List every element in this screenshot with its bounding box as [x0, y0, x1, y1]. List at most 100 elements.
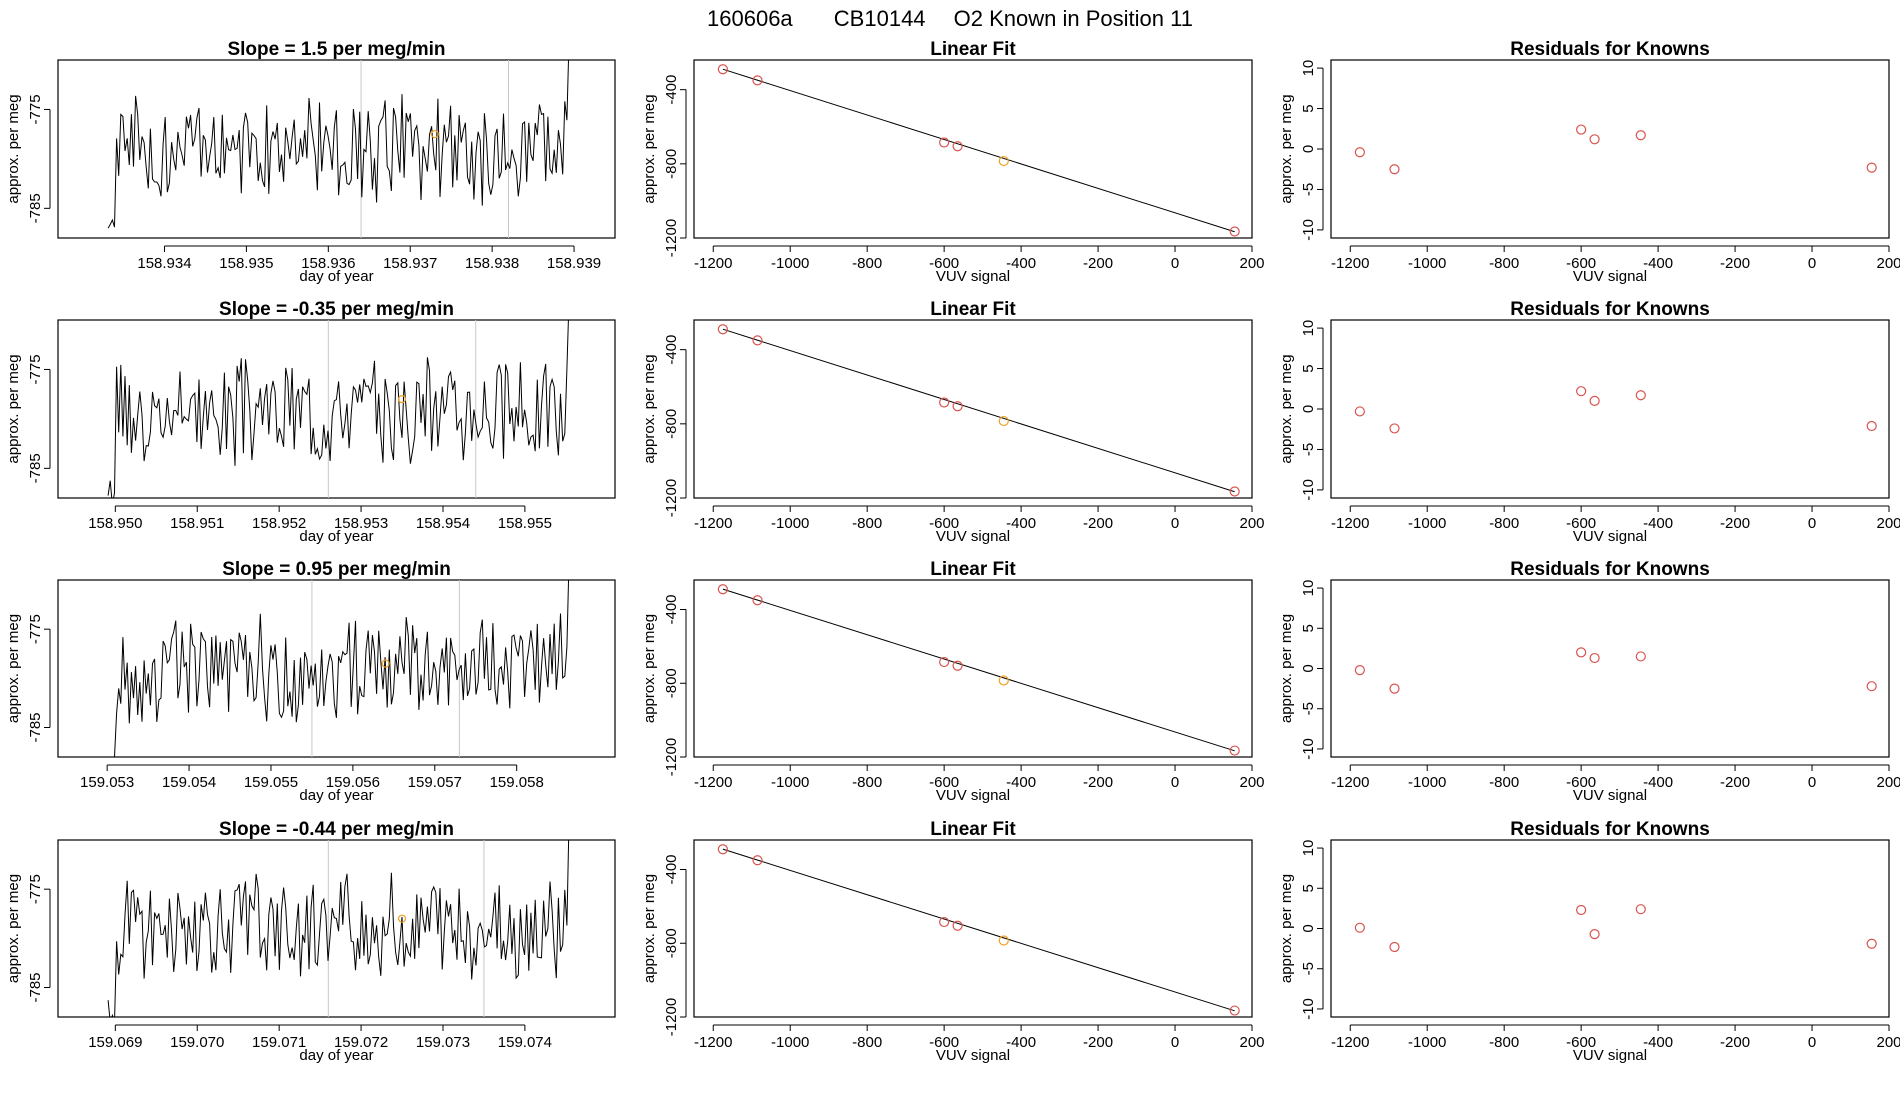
known-data-point: [1635, 390, 1646, 401]
plot-frame: [1330, 319, 1890, 499]
y-axis-label: approx. per meg: [5, 94, 22, 203]
x-tick-label: 200: [1876, 774, 1900, 791]
x-tick-label: -1200: [1331, 255, 1369, 272]
y-tick-label: -5: [1300, 702, 1317, 715]
mean-highlight-point: [397, 914, 407, 923]
x-tick-label: 200: [1239, 515, 1264, 532]
x-axis-label: VUV signal: [936, 268, 1010, 285]
known-data-point: [1576, 904, 1587, 916]
mean-highlight-point: [397, 395, 407, 404]
x-tick-label: 159.053: [80, 774, 134, 791]
x-tick-label: -200: [1083, 774, 1113, 791]
known-data-point: [1354, 406, 1365, 417]
fit-line: [722, 68, 1235, 233]
panel-title: Residuals for Knowns: [1510, 39, 1710, 60]
known-data-point: [1354, 665, 1365, 676]
x-tick-label: 158.954: [416, 515, 470, 532]
unknown-data-point: [998, 675, 1009, 686]
known-data-point: [1866, 162, 1877, 173]
known-data-point: [1389, 164, 1400, 175]
y-tick-label: -785: [27, 972, 44, 1002]
x-tick-label: 159.074: [498, 1034, 552, 1051]
x-tick-label: -800: [852, 774, 882, 791]
y-axis-label: approx. per meg: [1278, 874, 1295, 983]
figure-title-description: O2 Known in Position 11: [954, 6, 1193, 31]
known-data-point: [952, 141, 963, 152]
y-axis-label: approx. per meg: [5, 354, 22, 463]
x-tick-label: -800: [852, 255, 882, 272]
known-data-point: [939, 656, 950, 668]
panel-title: Linear Fit: [930, 819, 1016, 840]
panel-residuals-row-3: Residuals for Knowns-1200 -1000 -800 -600 -4…: [1278, 559, 1900, 804]
x-tick-label: -800: [1489, 255, 1519, 272]
x-tick-label: -800: [852, 515, 882, 532]
known-data-point: [1635, 904, 1646, 915]
y-tick-label: -800: [663, 668, 680, 698]
x-tick-label: -200: [1720, 774, 1750, 791]
x-tick-label: -400: [1643, 774, 1673, 791]
x-tick-label: -200: [1720, 515, 1750, 532]
plot-frame: [57, 319, 616, 499]
figure-title-cylinder: CB10144: [834, 6, 926, 31]
x-tick-label: -1200: [694, 774, 732, 791]
known-data-point: [952, 660, 963, 671]
x-tick-label: 158.935: [219, 255, 273, 272]
y-tick-label: 0: [1300, 664, 1317, 672]
y-tick-label: -1200: [663, 738, 680, 776]
panel-grid: Slope = 1.5 per meg/min 158.934 158.935 158…: [5, 39, 1900, 1064]
known-data-point: [939, 137, 950, 148]
known-data-point: [1866, 938, 1877, 949]
x-axis-label: day of year: [299, 268, 373, 285]
x-tick-label: -200: [1720, 1034, 1750, 1051]
known-data-point: [717, 324, 728, 335]
y-tick-label: 10: [1300, 320, 1317, 337]
panel-title: Linear Fit: [930, 299, 1016, 320]
signal-trace-line: [107, 320, 569, 498]
x-tick-label: 0: [1171, 1034, 1179, 1051]
panel-title: Residuals for Knowns: [1510, 299, 1710, 320]
panel-residuals-row-4: Residuals for Knowns-1200 -1000 -800 -600 -4…: [1278, 819, 1900, 1064]
y-tick-label: -10: [1300, 738, 1317, 760]
known-data-point: [752, 855, 763, 866]
x-tick-label: -200: [1083, 515, 1113, 532]
x-tick-label: -400: [1643, 255, 1673, 272]
x-tick-label: -1200: [1331, 515, 1369, 532]
panel-title: Slope = -0.35 per meg/min: [219, 299, 454, 320]
known-data-point: [1576, 386, 1587, 397]
x-axis-label: VUV signal: [936, 1047, 1010, 1064]
y-tick-label: -800: [663, 928, 680, 958]
known-data-point: [752, 595, 763, 606]
figure-title: 160606a CB10144 O2 Known in Position 11: [707, 6, 1193, 31]
x-tick-label: -1200: [694, 1034, 732, 1051]
x-axis-label: VUV signal: [1573, 268, 1647, 285]
y-tick-label: -785: [27, 712, 44, 742]
known-data-point: [939, 916, 950, 928]
x-tick-label: 158.937: [383, 255, 437, 272]
x-tick-label: -600: [1566, 255, 1596, 272]
x-tick-label: 200: [1876, 255, 1900, 272]
panel-title: Slope = -0.44 per meg/min: [219, 819, 454, 840]
x-tick-label: 159.058: [490, 774, 544, 791]
x-tick-label: -600: [1566, 774, 1596, 791]
y-tick-label: 10: [1300, 60, 1317, 77]
unknown-data-point: [998, 935, 1009, 946]
known-data-point: [1576, 124, 1587, 135]
y-tick-label: 0: [1300, 145, 1317, 153]
x-tick-label: 0: [1171, 255, 1179, 272]
x-tick-label: 159.069: [88, 1034, 142, 1051]
known-data-point: [1589, 929, 1600, 940]
x-tick-label: -200: [1720, 255, 1750, 272]
signal-trace-line: [107, 60, 569, 229]
x-tick-label: 159.057: [408, 774, 462, 791]
panel-title: Linear Fit: [930, 559, 1016, 580]
y-tick-label: -5: [1300, 183, 1317, 196]
x-tick-label: -400: [1006, 774, 1036, 791]
known-data-point: [1576, 647, 1587, 658]
y-axis-label: approx. per meg: [641, 874, 658, 983]
x-tick-label: -400: [1643, 515, 1673, 532]
x-axis-label: day of year: [299, 1047, 373, 1064]
y-tick-label: -400: [663, 854, 680, 884]
y-tick-label: -775: [27, 354, 44, 384]
x-tick-label: -1000: [1408, 515, 1446, 532]
known-data-point: [939, 397, 950, 408]
